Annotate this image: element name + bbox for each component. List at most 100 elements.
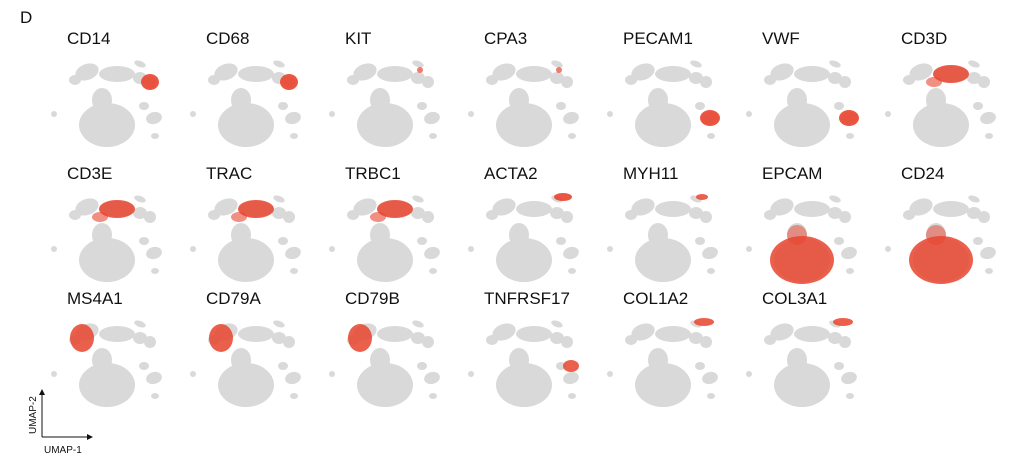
- cell-cluster: [839, 211, 851, 223]
- cell-cluster: [99, 66, 135, 82]
- cell-cluster: [92, 88, 112, 112]
- cell-cluster: [568, 393, 576, 399]
- cell-cluster: [913, 103, 969, 147]
- cell-cluster: [903, 75, 915, 85]
- cell-cluster: [794, 201, 830, 217]
- cell-cluster: [51, 371, 57, 377]
- expression-highlight: [209, 324, 233, 352]
- umap-axis-indicator: UMAP-1 UMAP-2: [28, 389, 93, 456]
- cell-cluster: [550, 332, 564, 344]
- expression-highlight: [933, 65, 969, 83]
- expression-highlight: [238, 200, 274, 218]
- cell-cluster: [146, 111, 162, 125]
- cell-cluster: [290, 393, 298, 399]
- cell-cluster: [625, 335, 637, 345]
- gene-title: VWF: [762, 29, 800, 48]
- cell-cluster: [631, 323, 655, 341]
- cell-cluster: [516, 326, 552, 342]
- umap-x-label: UMAP-1: [44, 445, 82, 456]
- cell-cluster: [190, 371, 196, 377]
- cell-cluster: [695, 102, 705, 110]
- cell-cluster: [968, 195, 980, 203]
- cell-cluster: [218, 103, 274, 147]
- cell-cluster: [746, 246, 752, 252]
- umap-panel-kit: KIT: [329, 29, 440, 147]
- umap-panel-cpa3: CPA3: [468, 29, 579, 147]
- cell-cluster: [516, 66, 552, 82]
- cell-cluster: [648, 223, 668, 247]
- cell-cluster: [839, 336, 851, 348]
- cell-cluster: [770, 198, 794, 216]
- cell-cluster: [370, 223, 390, 247]
- expression-highlight: [909, 236, 973, 284]
- cell-cluster: [794, 326, 830, 342]
- umap-panel-col3a1: COL3A1: [746, 289, 857, 407]
- cell-cluster: [283, 336, 295, 348]
- cell-cluster: [486, 75, 498, 85]
- umap-panel-cd3e: CD3E: [51, 164, 162, 282]
- cell-cluster: [551, 320, 563, 328]
- cell-cluster: [967, 207, 981, 219]
- gene-title: CD79B: [345, 289, 400, 308]
- cell-cluster: [828, 72, 842, 84]
- cell-cluster: [273, 195, 285, 203]
- cell-cluster: [486, 335, 498, 345]
- cell-cluster: [550, 207, 564, 219]
- cell-cluster: [290, 133, 298, 139]
- umap-panel-epcam: EPCAM: [746, 164, 857, 284]
- cell-cluster: [329, 371, 335, 377]
- cell-cluster: [834, 237, 844, 245]
- cell-cluster: [139, 237, 149, 245]
- cell-cluster: [707, 393, 715, 399]
- cell-cluster: [422, 336, 434, 348]
- cell-cluster: [79, 238, 135, 282]
- cell-cluster: [377, 326, 413, 342]
- cell-cluster: [134, 320, 146, 328]
- cell-cluster: [144, 336, 156, 348]
- cell-cluster: [273, 320, 285, 328]
- cell-cluster: [985, 268, 993, 274]
- cell-cluster: [648, 348, 668, 372]
- cell-cluster: [134, 60, 146, 68]
- cell-cluster: [702, 246, 718, 260]
- umap-panel-cd79a: CD79A: [190, 289, 301, 407]
- cell-cluster: [411, 332, 425, 344]
- cell-cluster: [468, 371, 474, 377]
- umap-panel-cd3d: CD3D: [885, 29, 996, 147]
- umap-panel-cd68: CD68: [190, 29, 301, 147]
- umap-y-label: UMAP-2: [28, 396, 39, 434]
- cell-cluster: [568, 133, 576, 139]
- cell-cluster: [214, 63, 238, 81]
- cell-cluster: [424, 111, 440, 125]
- cell-cluster: [278, 237, 288, 245]
- panel-label: D: [20, 8, 33, 27]
- expression-highlight: [370, 212, 386, 222]
- expression-highlight: [554, 193, 572, 201]
- gene-title: CD68: [206, 29, 249, 48]
- cell-cluster: [51, 111, 57, 117]
- expression-highlight: [694, 318, 714, 326]
- cell-cluster: [99, 326, 135, 342]
- umap-panel-cd14: CD14: [51, 29, 162, 147]
- expression-highlight: [99, 200, 135, 218]
- cell-cluster: [770, 323, 794, 341]
- expression-highlight: [231, 212, 247, 222]
- cell-cluster: [839, 76, 851, 88]
- cell-cluster: [933, 201, 969, 217]
- cell-cluster: [133, 332, 147, 344]
- cell-cluster: [787, 88, 807, 112]
- cell-cluster: [285, 111, 301, 125]
- cell-cluster: [290, 268, 298, 274]
- cell-cluster: [648, 88, 668, 112]
- expression-highlight: [141, 74, 159, 90]
- cell-cluster: [885, 111, 891, 117]
- gene-title: CD3E: [67, 164, 112, 183]
- cell-cluster: [190, 111, 196, 117]
- cell-cluster: [695, 362, 705, 370]
- cell-cluster: [429, 393, 437, 399]
- gene-title: COL3A1: [762, 289, 827, 308]
- cell-cluster: [496, 103, 552, 147]
- cell-cluster: [770, 63, 794, 81]
- expression-highlight: [839, 110, 859, 126]
- cell-cluster: [926, 88, 946, 112]
